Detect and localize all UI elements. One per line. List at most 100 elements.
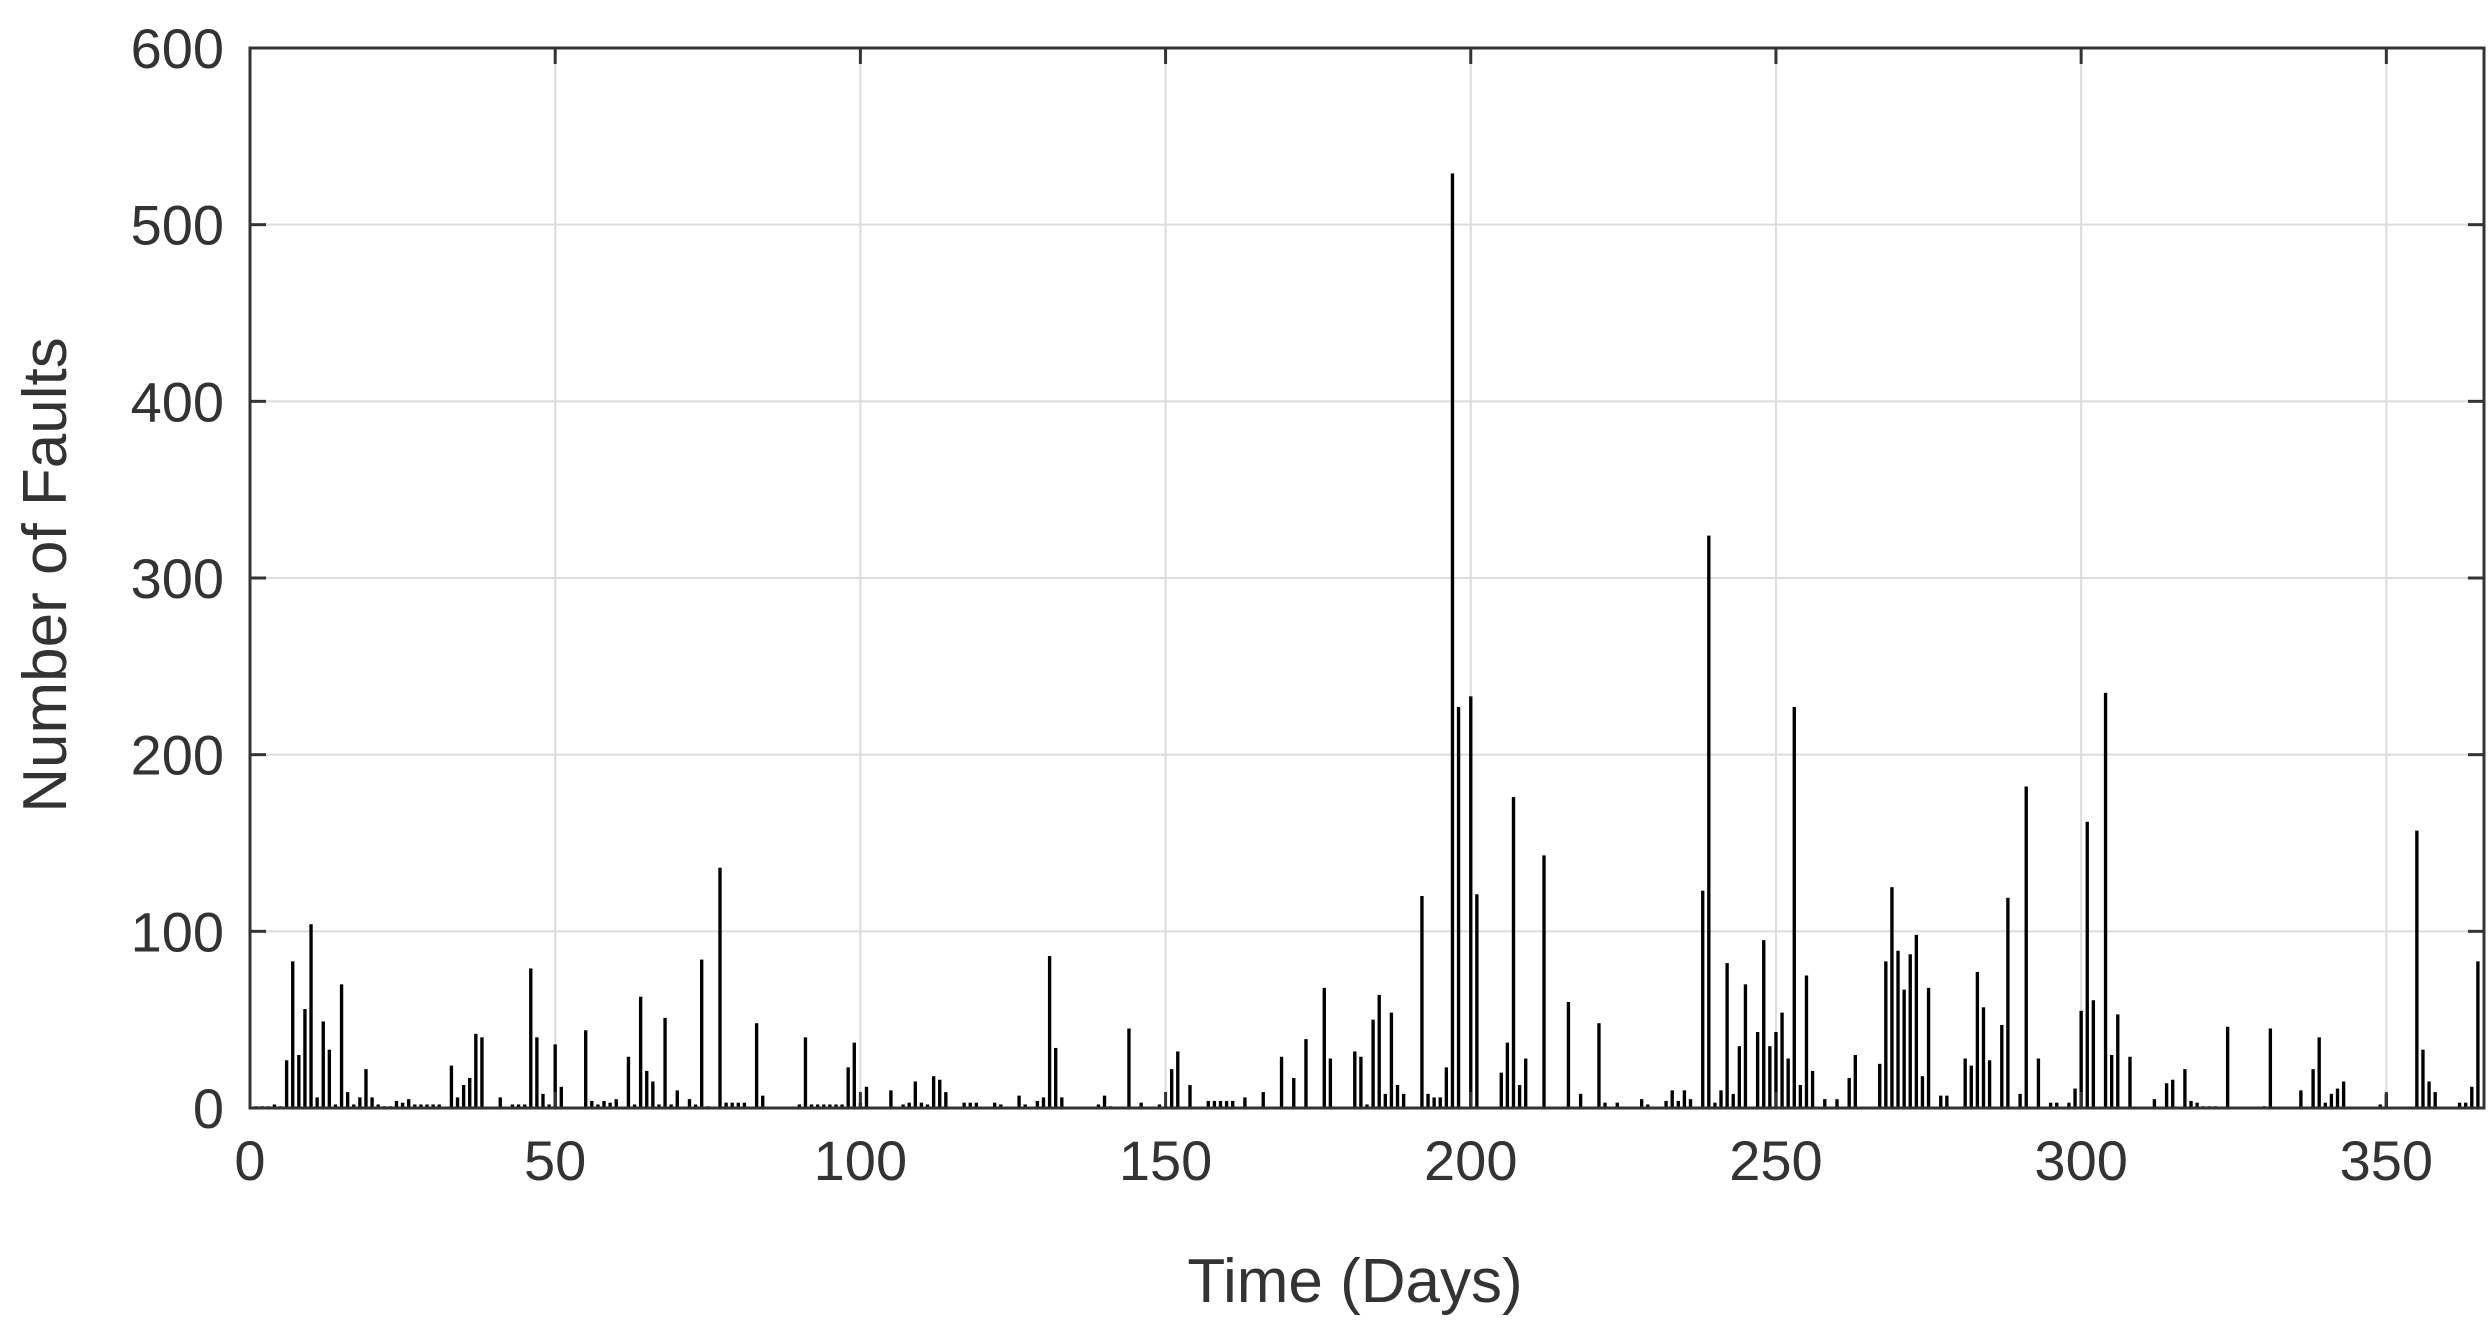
bar <box>1737 1046 1742 1108</box>
bar <box>1157 1104 1162 1108</box>
bar <box>1456 706 1461 1108</box>
bar <box>327 1049 332 1108</box>
bar <box>1774 1032 1778 1108</box>
bar <box>974 1102 979 1108</box>
bar <box>1914 934 1919 1108</box>
bar <box>2189 1100 2193 1108</box>
bar <box>1060 1097 1064 1108</box>
bar <box>663 1017 667 1108</box>
bar <box>797 1104 802 1108</box>
bar <box>1884 961 1888 1108</box>
bar <box>992 1102 997 1108</box>
bar <box>1499 1072 1503 1108</box>
bars <box>254 173 2480 1108</box>
bar <box>1322 987 1326 1108</box>
bar <box>1878 1063 1882 1108</box>
y-tick-label: 0 <box>193 1077 224 1140</box>
bar <box>962 1102 966 1108</box>
bar <box>1798 1085 1803 1108</box>
bar <box>498 1097 502 1108</box>
bar <box>333 1104 338 1108</box>
bar <box>1542 855 1546 1108</box>
bar <box>1823 1099 1827 1108</box>
bar <box>1365 1104 1369 1108</box>
bar <box>559 1086 563 1108</box>
bar <box>1054 1047 1058 1108</box>
bar <box>1127 1028 1131 1108</box>
bar <box>938 1079 942 1108</box>
bar <box>700 959 704 1108</box>
bar <box>1389 1012 1394 1108</box>
bar <box>828 1104 832 1108</box>
y-tick-label: 300 <box>131 547 224 610</box>
bar <box>1969 1065 1973 1108</box>
bar <box>1719 1090 1723 1108</box>
bar <box>1206 1100 1210 1108</box>
x-tick-label: 0 <box>234 1129 265 1192</box>
bar <box>1713 1102 1717 1108</box>
bar <box>1615 1102 1619 1108</box>
bar <box>864 1086 869 1108</box>
bar <box>1188 1085 1192 1108</box>
bar <box>584 1030 588 1108</box>
bar <box>2152 1099 2157 1108</box>
bar <box>2341 1081 2346 1108</box>
bar <box>913 1081 917 1108</box>
bar <box>2335 1088 2340 1108</box>
bar <box>529 968 533 1108</box>
bar <box>358 1097 362 1108</box>
bar <box>272 1104 277 1108</box>
y-axis-label: Number of Faults <box>11 337 80 813</box>
bar <box>2116 1014 2120 1108</box>
bar <box>968 1102 972 1108</box>
bar <box>1212 1100 1217 1108</box>
bar <box>1639 1099 1644 1108</box>
bar <box>761 1095 765 1108</box>
bar <box>590 1100 594 1108</box>
bar <box>437 1104 441 1108</box>
bar <box>1231 1100 1235 1108</box>
bar <box>321 1021 325 1108</box>
bar <box>480 1037 484 1108</box>
bar <box>2171 1079 2175 1108</box>
bar <box>596 1104 600 1108</box>
bar <box>1469 696 1473 1108</box>
bar <box>1377 994 1381 1108</box>
bar <box>303 1009 307 1108</box>
bar <box>1939 1095 1943 1108</box>
bar <box>1041 1097 1046 1108</box>
bar <box>535 1037 539 1108</box>
bar <box>407 1099 411 1108</box>
bar <box>2299 1090 2303 1108</box>
bar <box>1023 1104 1027 1108</box>
bar <box>724 1102 728 1108</box>
x-tick-label: 150 <box>1119 1129 1212 1192</box>
bar <box>2000 1024 2004 1108</box>
bar <box>602 1100 606 1108</box>
x-tick-label: 50 <box>524 1129 586 1192</box>
bar <box>516 1104 521 1108</box>
bar <box>2311 1069 2315 1108</box>
bar <box>1383 1093 1387 1108</box>
bar <box>1835 1099 1839 1108</box>
bar <box>2323 1102 2327 1108</box>
bar <box>1450 173 1455 1108</box>
bar <box>840 1104 844 1108</box>
bar <box>547 1104 551 1108</box>
bar <box>2378 1104 2382 1108</box>
bar <box>291 961 295 1108</box>
bar <box>1731 1093 1735 1108</box>
bar <box>541 1093 545 1108</box>
bar <box>1853 1055 1857 1108</box>
bar <box>1102 1095 1107 1108</box>
axes <box>248 46 2486 1110</box>
bar <box>687 1099 692 1108</box>
bar <box>1987 1060 1992 1108</box>
bar <box>742 1102 747 1108</box>
bar <box>522 1104 527 1108</box>
bar <box>2470 1086 2474 1108</box>
bar <box>1755 1032 1760 1108</box>
bar <box>632 1104 637 1108</box>
bar <box>1444 1067 1449 1108</box>
